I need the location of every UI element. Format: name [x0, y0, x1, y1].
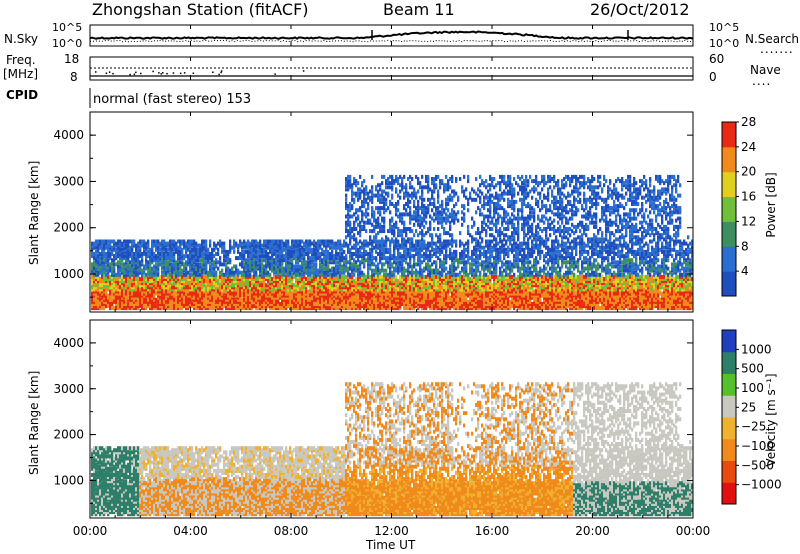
power-colorbar-swatch	[722, 246, 736, 271]
x-tick-label: 00:00	[73, 524, 108, 538]
velocity-colorbar-label: 500	[741, 362, 764, 376]
noise-sky-line	[90, 32, 693, 39]
x-tick-label: 20:00	[575, 524, 610, 538]
y-tick-label: 1000	[53, 267, 84, 281]
power-colorbar-swatch	[722, 221, 736, 246]
power-colorbar-label: Power [dB]	[764, 165, 778, 245]
velocity-colorbar-swatch	[722, 352, 736, 374]
power-colorbar-label: 4	[741, 264, 749, 278]
velocity-colorbar-swatch	[722, 330, 736, 352]
velocity-colorbar-label: 25	[741, 400, 756, 414]
velocity-colorbar-swatch	[722, 374, 736, 396]
velocity-colorbar-swatch	[722, 395, 736, 417]
velocity-colorbar-label: Velocity [m s⁻¹]	[764, 365, 778, 475]
velocity-colorbar-swatch	[722, 417, 736, 439]
power-heatmap-cells	[91, 175, 693, 310]
power-colorbar-label: 28	[741, 115, 756, 129]
power-colorbar-label: 20	[741, 165, 756, 179]
y-tick-label: 3000	[53, 382, 84, 396]
power-colorbar-label: 12	[741, 214, 756, 228]
x-tick-label: 00:00	[676, 524, 711, 538]
velocity-colorbar-label: −25	[741, 420, 766, 434]
y-tick-label: 2000	[53, 428, 84, 442]
power-colorbar-swatch	[722, 271, 736, 296]
x-tick-label: 08:00	[274, 524, 309, 538]
y-tick-label: 4000	[53, 336, 84, 350]
velocity-colorbar-swatch	[722, 461, 736, 483]
velocity-ylabel: Slant Range [km]	[27, 375, 41, 475]
x-tick-label: 04:00	[173, 524, 208, 538]
y-tick-label: 1000	[53, 473, 84, 487]
power-ylabel: Slant Range [km]	[27, 165, 41, 265]
power-colorbar-swatch	[722, 172, 736, 197]
power-colorbar-swatch	[722, 122, 736, 147]
velocity-colorbar-swatch	[722, 482, 736, 504]
x-tick-label: 12:00	[374, 524, 409, 538]
velocity-colorbar-label: −1000	[741, 478, 782, 492]
velocity-colorbar-label: 100	[741, 381, 764, 395]
velocity-heatmap-cells	[91, 382, 693, 516]
plot-canvas: 1000 2000 3000 4000 1000 2000 3000 4000 00:00 04:…	[0, 0, 800, 554]
x-tick-label: 16:00	[475, 524, 510, 538]
freq-dots	[95, 70, 304, 75]
power-colorbar-label: 24	[741, 140, 756, 154]
y-tick-label: 4000	[53, 128, 84, 142]
y-tick-label: 2000	[53, 221, 84, 235]
y-tick-label: 3000	[53, 174, 84, 188]
power-colorbar-label: 8	[741, 239, 749, 253]
velocity-colorbar-label: 1000	[741, 342, 772, 356]
power-colorbar-swatch	[722, 147, 736, 172]
power-colorbar-label: 16	[741, 190, 756, 204]
velocity-colorbar-swatch	[722, 439, 736, 461]
power-colorbar-swatch	[722, 197, 736, 222]
x-axis-label: Time UT	[366, 538, 415, 552]
